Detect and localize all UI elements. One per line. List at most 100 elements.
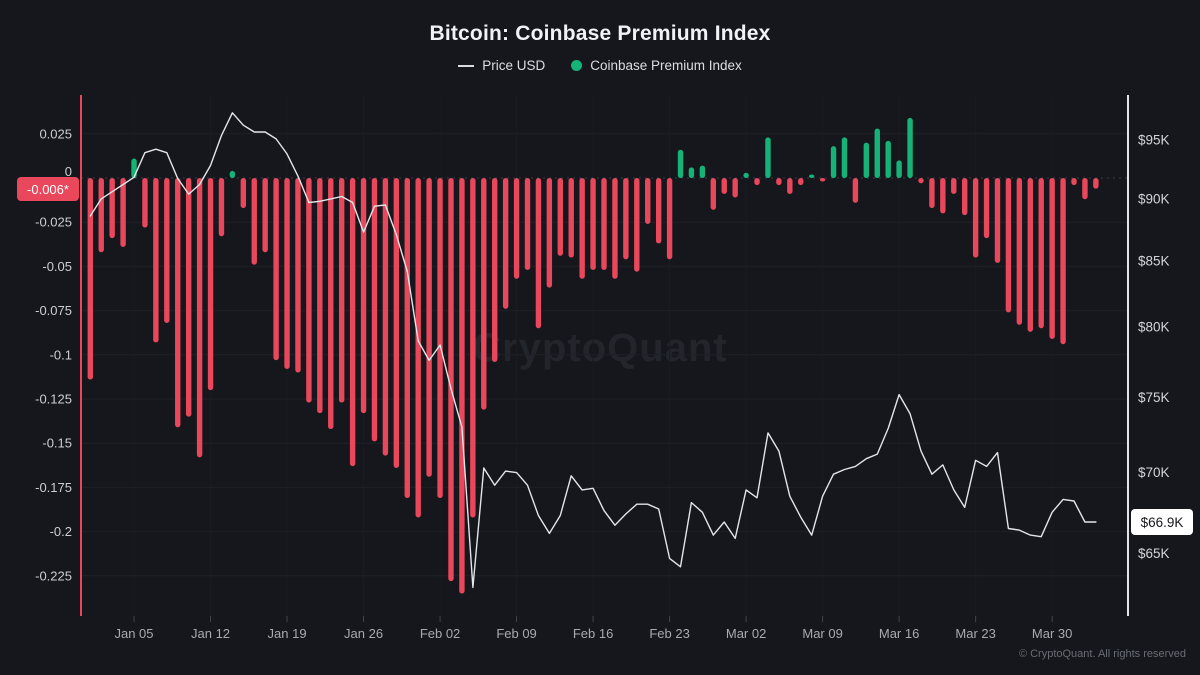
left-axis-tick-label: -0.075 (35, 303, 72, 318)
premium-bar (1049, 178, 1055, 339)
premium-bar (535, 178, 542, 329)
premium-bar (666, 178, 673, 260)
x-axis-tick-label: Feb 23 (649, 626, 689, 641)
premium-bar (295, 178, 301, 373)
premium-bar (1093, 178, 1099, 189)
premium-bar (360, 178, 367, 414)
left-axis-tick-label: 0 (65, 164, 72, 179)
premium-bar (120, 178, 126, 247)
premium-bar (262, 178, 268, 253)
x-axis-tick-label: Feb 09 (496, 626, 536, 641)
copyright-text: © CryptoQuant. All rights reserved (1018, 648, 1186, 660)
premium-bar (240, 178, 247, 209)
premium-bar (513, 178, 520, 279)
left-axis-tick-label: -0.15 (42, 436, 72, 451)
premium-bar (448, 178, 454, 582)
premium-bar (1071, 178, 1077, 186)
x-axis-tick-label: Mar 09 (802, 626, 842, 641)
premium-bar (459, 178, 465, 594)
premium-bar (951, 178, 957, 194)
premium-bar (306, 178, 312, 403)
price-line (89, 112, 1097, 589)
premium-bar (776, 178, 782, 186)
premium-bar (765, 137, 771, 178)
price-current-badge: $66.9K (1131, 509, 1193, 535)
premium-bar (196, 178, 203, 458)
legend-item-price-usd[interactable]: Price USD (458, 58, 545, 73)
x-axis-tick-label: Jan 05 (114, 626, 153, 641)
watermark: CryptoQuant (472, 326, 728, 370)
premium-bar (601, 178, 607, 270)
premium-bar (787, 178, 793, 194)
premium-bar (382, 178, 389, 456)
premium-bar (688, 167, 695, 178)
x-axis-tick-label: Jan 26 (344, 626, 383, 641)
premium-bar (284, 178, 290, 369)
premium-bar (721, 178, 727, 194)
right-axis-tick-label: $65K (1138, 546, 1170, 561)
left-axis-tick-label: -0.05 (42, 259, 72, 274)
premium-bar (634, 178, 640, 272)
right-axis-tick-label: $80K (1138, 320, 1170, 335)
premium-bar (415, 178, 421, 518)
premium-bar (142, 178, 148, 228)
premium-bar (885, 140, 891, 178)
premium-bar (655, 178, 662, 244)
premium-bar (481, 178, 487, 410)
premium-bar (743, 172, 749, 178)
legend-label-coinbase-premium: Coinbase Premium Index (590, 58, 742, 73)
right-axis-tick-label: $70K (1138, 465, 1170, 480)
premium-bar (1005, 178, 1012, 313)
premium-bar (1060, 178, 1066, 345)
premium-bar (896, 160, 902, 178)
legend: Price USD Coinbase Premium Index (0, 58, 1200, 73)
premium-bar (328, 178, 334, 430)
premium-bar (1038, 178, 1044, 329)
premium-bar (819, 178, 826, 182)
premium-bar (808, 174, 815, 178)
premium-bar (273, 178, 279, 361)
left-axis-tick-label: -0.1 (50, 347, 72, 362)
premium-bar (1016, 178, 1023, 325)
premium-bar (251, 178, 257, 265)
right-axis-tick-label: $95K (1138, 133, 1170, 148)
left-axis-tick-label: -0.225 (35, 568, 72, 583)
line-swatch-icon (458, 64, 475, 67)
premium-bar (623, 178, 629, 260)
premium-bar (874, 128, 880, 178)
premium-bar (437, 178, 443, 499)
premium-bar (907, 117, 913, 178)
premium-bar (732, 178, 738, 198)
premium-bar (524, 178, 531, 270)
premium-bar (502, 178, 509, 309)
left-axis-tick-label: -0.2 (50, 524, 72, 539)
x-axis-tick-label: Jan 12 (191, 626, 230, 641)
premium-bar (863, 142, 870, 178)
premium-bar (338, 178, 345, 403)
premium-bar (153, 178, 159, 343)
premium-bar (918, 178, 924, 184)
premium-bar (218, 178, 225, 237)
right-axis-tick-label: $75K (1138, 390, 1170, 405)
x-axis-tick-label: Mar 16 (879, 626, 919, 641)
x-axis-tick-label: Jan 19 (268, 626, 307, 641)
x-axis-tick-label: Feb 16 (573, 626, 613, 641)
premium-bar (612, 178, 618, 279)
left-axis-tick-label: -0.025 (35, 215, 72, 230)
x-axis-tick-label: Mar 30 (1032, 626, 1072, 641)
x-axis-tick-label: Feb 02 (420, 626, 460, 641)
premium-bar (699, 165, 706, 178)
premium-bar (557, 178, 563, 256)
premium-bar (852, 178, 859, 203)
legend-item-coinbase-premium[interactable]: Coinbase Premium Index (571, 58, 742, 73)
premium-current-badge: -0.006* (17, 177, 79, 201)
premium-bar (579, 178, 585, 279)
premium-bar (754, 178, 760, 186)
premium-bar (677, 149, 684, 178)
premium-bar (1082, 178, 1088, 200)
premium-bar (710, 178, 717, 210)
premium-bar (841, 137, 848, 178)
premium-bar (393, 178, 400, 468)
